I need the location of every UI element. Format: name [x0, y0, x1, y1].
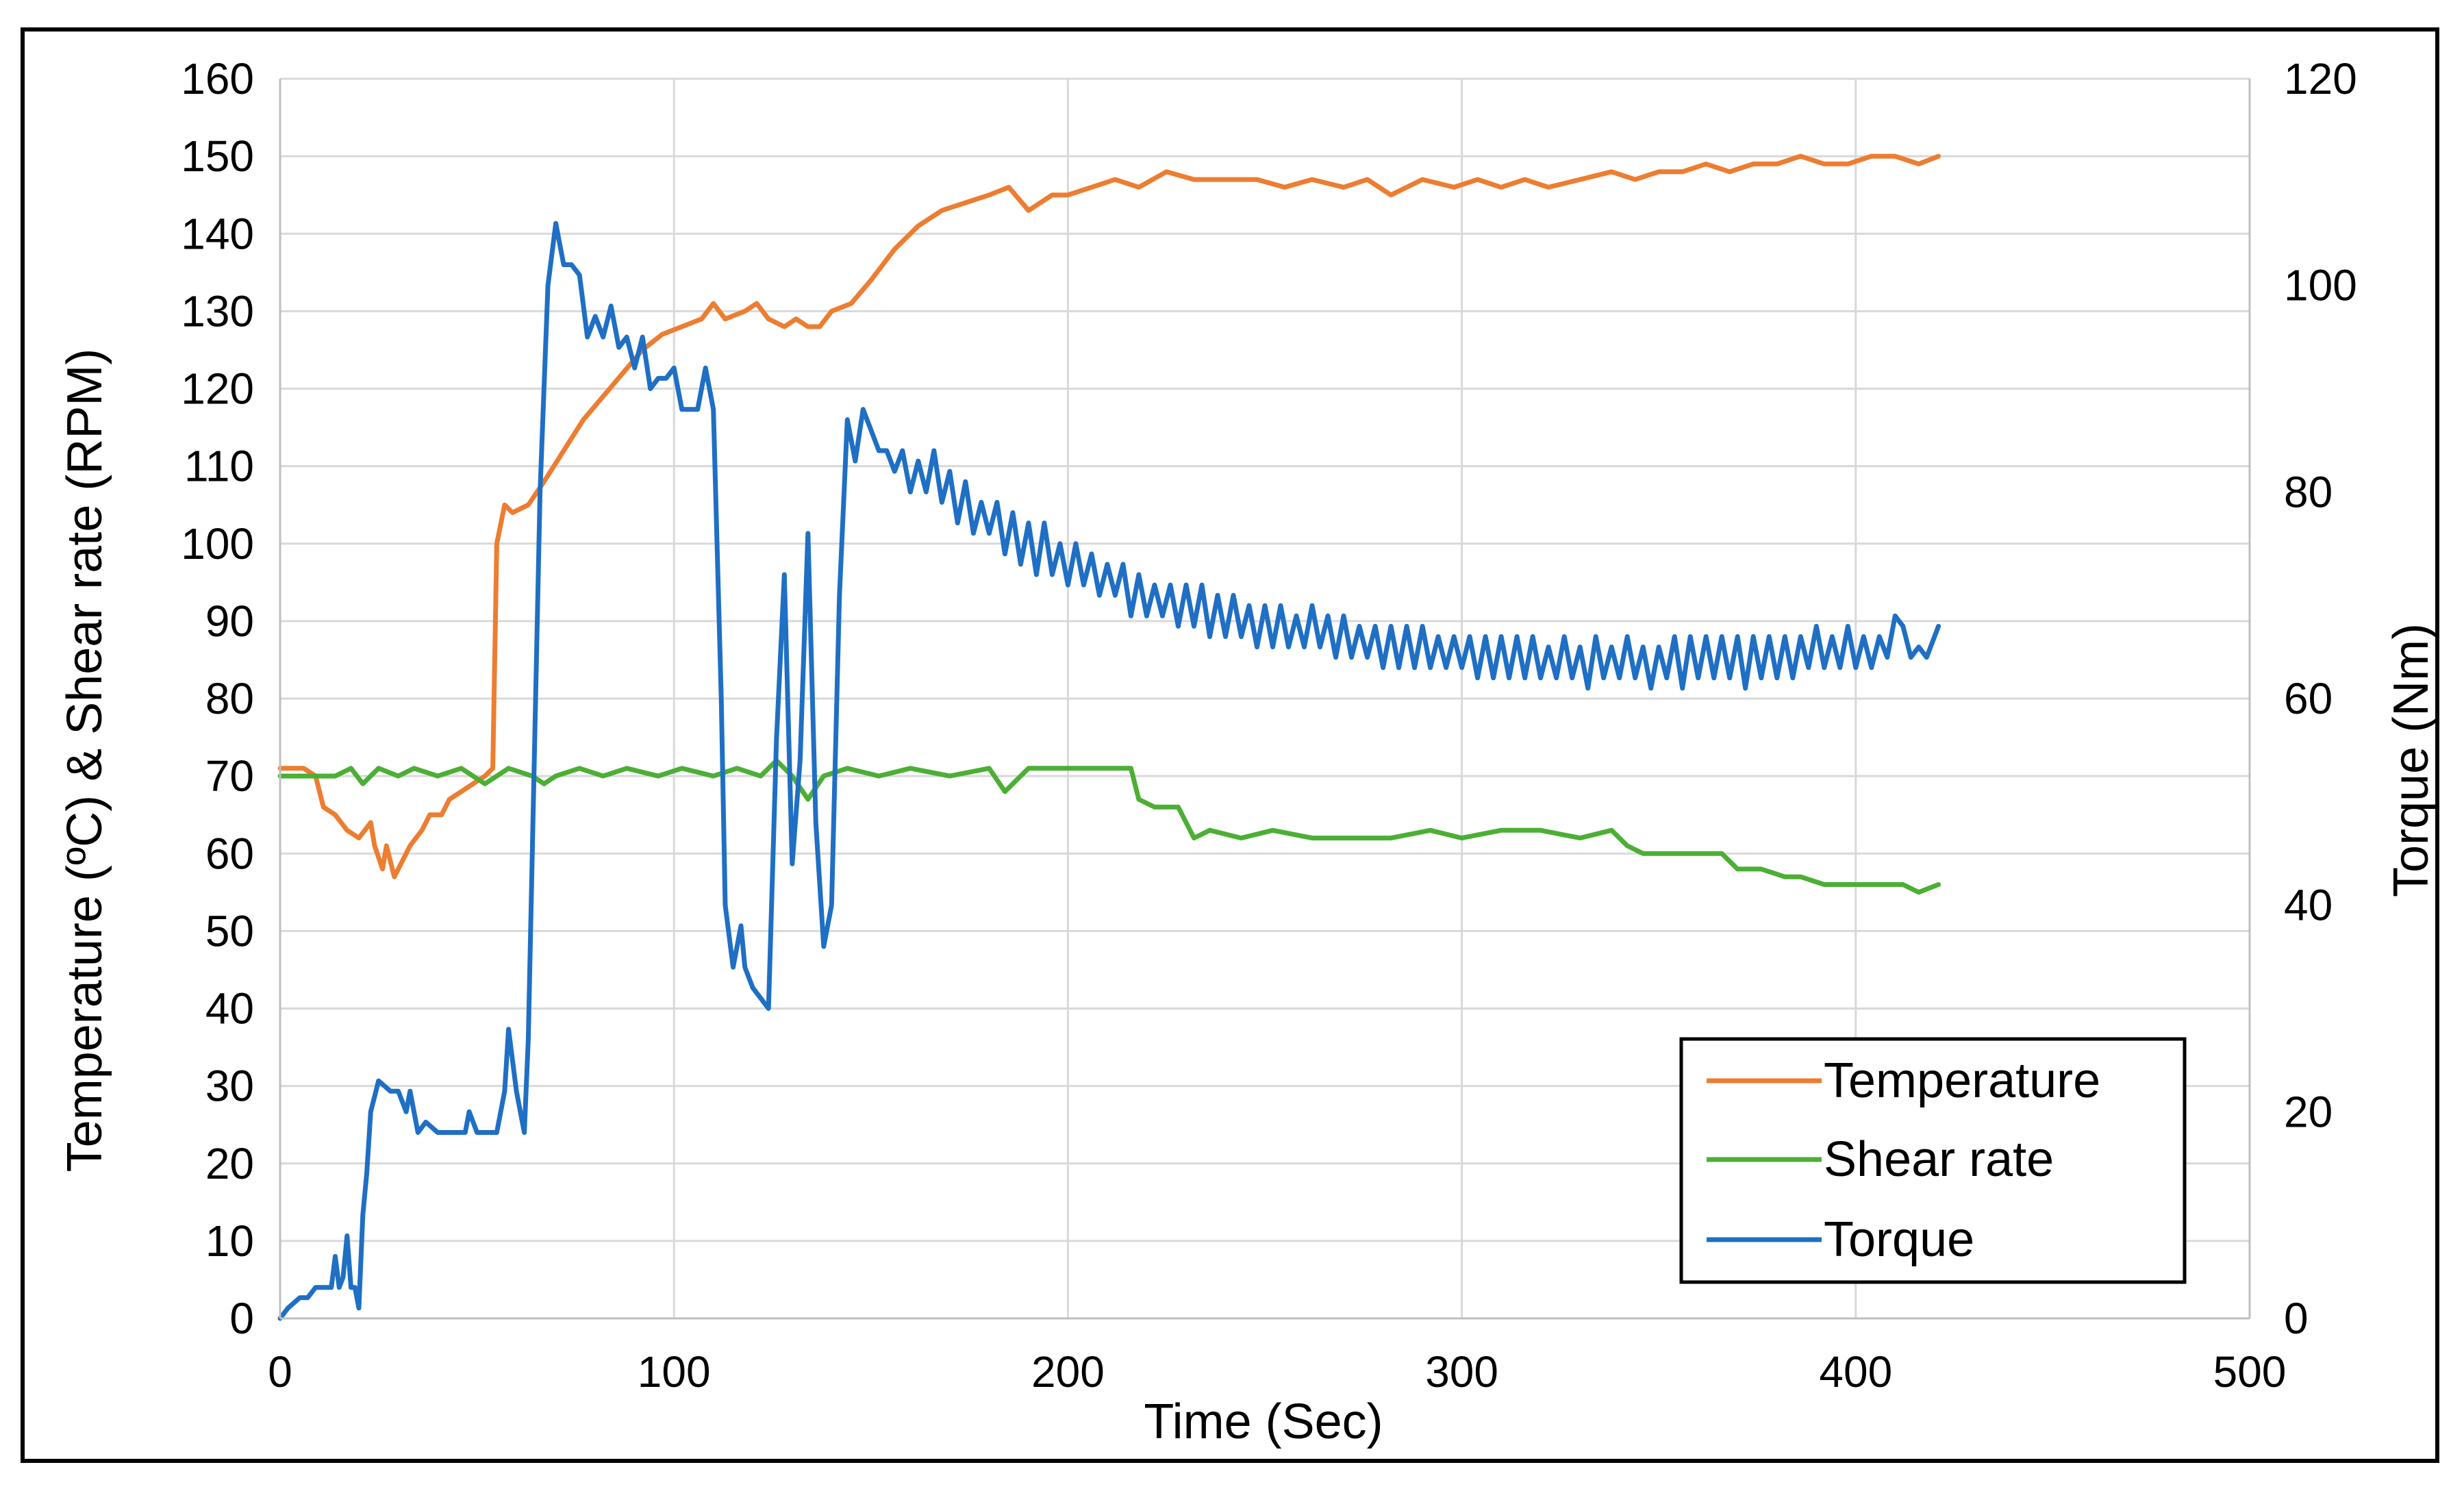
- x-tick-label: 100: [638, 1347, 711, 1396]
- y-tick-label: 30: [205, 1062, 254, 1111]
- x-tick-label: 400: [1819, 1347, 1892, 1396]
- y-tick-label: 80: [205, 674, 254, 723]
- y-tick-label: 40: [205, 984, 254, 1033]
- y-tick-label: 50: [205, 906, 254, 955]
- series-line-temperature: [277, 153, 1941, 879]
- x-tick-label: 0: [268, 1347, 292, 1396]
- axes: [279, 79, 2251, 1320]
- x-tick-label: 300: [1425, 1347, 1498, 1396]
- y-tick-label: 70: [205, 751, 254, 801]
- y2-tick-label: 80: [2284, 467, 2333, 516]
- x-tick-label: 200: [1031, 1347, 1105, 1396]
- legend-label-temperature: Temperature: [1824, 1053, 2100, 1108]
- y-tick-label: 140: [181, 209, 254, 258]
- legend-label-shear-rate: Shear rate: [1824, 1132, 2054, 1187]
- x-tick-label: 500: [2213, 1347, 2287, 1396]
- x-axis-title: Time (Sec): [1144, 1394, 1383, 1449]
- y-tick-label: 20: [205, 1139, 254, 1188]
- legend: Temperature Shear rate Torque: [1679, 1037, 2187, 1284]
- y-tick-label: 130: [181, 286, 254, 336]
- legend-label-torque: Torque: [1824, 1212, 1974, 1267]
- y-tick-label: 60: [205, 829, 254, 878]
- series-line-shear-rate: [277, 758, 1941, 895]
- y-tick-label: 90: [205, 597, 254, 646]
- y2-tick-label: 20: [2284, 1087, 2333, 1136]
- y-tick-label: 10: [205, 1216, 254, 1266]
- y-tick-label: 150: [181, 131, 254, 181]
- y2-tick-label: 60: [2284, 674, 2333, 723]
- y2-tick-label: 0: [2284, 1294, 2309, 1343]
- y2-tick-label: 100: [2284, 261, 2357, 310]
- y2-tick-label: 40: [2284, 881, 2333, 930]
- y-tick-label: 0: [229, 1294, 254, 1343]
- y-tick-label: 160: [181, 54, 254, 103]
- y2-axis-title: Torque (Nm): [2384, 623, 2439, 897]
- y-axis-title: Temperature (ºC) & Shear rate (RPM): [58, 349, 112, 1173]
- y-tick-label: 110: [184, 442, 254, 491]
- y-tick-label: 120: [181, 364, 254, 414]
- series-line-torque: [277, 221, 1941, 1321]
- y-tick-label: 100: [181, 519, 254, 568]
- tick-labels: 0 10 20 30 40 50 60 70 80 90 100 110 120 130 140 150 160…: [181, 54, 2357, 1396]
- y2-tick-label: 120: [2284, 54, 2357, 103]
- series-layer: [277, 153, 1941, 1321]
